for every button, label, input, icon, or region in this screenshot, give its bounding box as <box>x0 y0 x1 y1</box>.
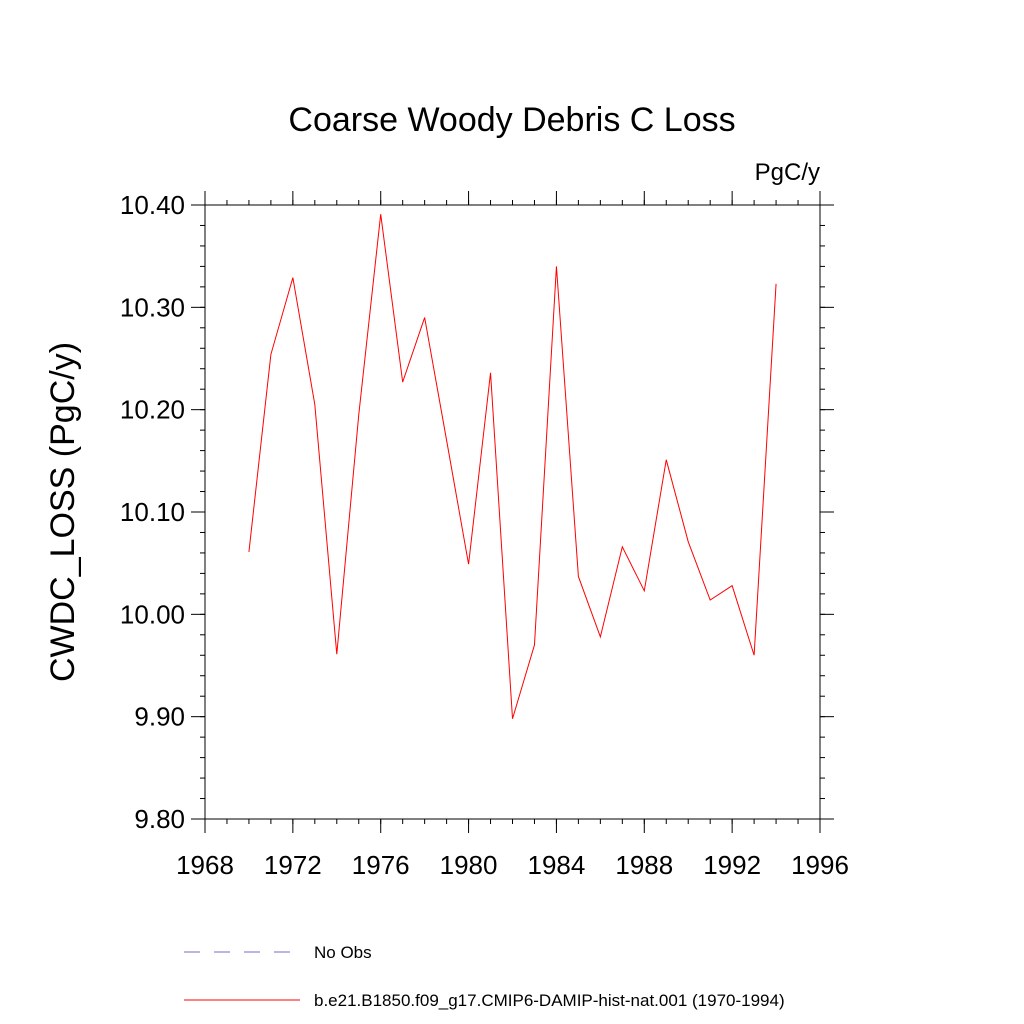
y-tick-label: 9.80 <box>134 804 185 834</box>
y-tick-label: 9.90 <box>134 702 185 732</box>
y-ticks: 9.80 9.90 10.00 10.10 10.20 10.30 10.40 <box>120 190 834 834</box>
x-tick-label: 1968 <box>176 850 234 880</box>
y-tick-label: 10.30 <box>120 292 185 322</box>
plot-border <box>204 204 821 820</box>
x-tick-label: 1996 <box>791 850 849 880</box>
x-tick-label: 1984 <box>528 850 586 880</box>
y-tick-label: 10.10 <box>120 497 185 527</box>
y-axis-label: CWDC_LOSS (PgC/y) <box>44 342 82 682</box>
legend-label: No Obs <box>314 943 372 962</box>
series-lines <box>248 214 777 719</box>
chart-title: Coarse Woody Debris C Loss <box>288 101 735 139</box>
legend-label: b.e21.B1850.f09_g17.CMIP6-DAMIP-hist-nat… <box>314 991 785 1010</box>
x-tick-label: 1988 <box>615 850 673 880</box>
x-tick-label: 1976 <box>352 850 410 880</box>
units-label: PgC/y <box>755 159 820 186</box>
plot-frame <box>204 204 821 820</box>
x-tick-label: 1972 <box>264 850 322 880</box>
x-tick-label: 1992 <box>703 850 761 880</box>
series-line <box>248 214 777 719</box>
y-tick-label: 10.40 <box>120 190 185 220</box>
y-tick-label: 10.20 <box>120 395 185 425</box>
x-tick-label: 1980 <box>440 850 498 880</box>
x-ticks: 1968 1972 1976 1980 1984 1988 1992 1996 <box>176 191 849 880</box>
legend: No Obs b.e21.B1850.f09_g17.CMIP6-DAMIP-hi… <box>184 943 785 1010</box>
y-tick-label: 10.00 <box>120 599 185 629</box>
